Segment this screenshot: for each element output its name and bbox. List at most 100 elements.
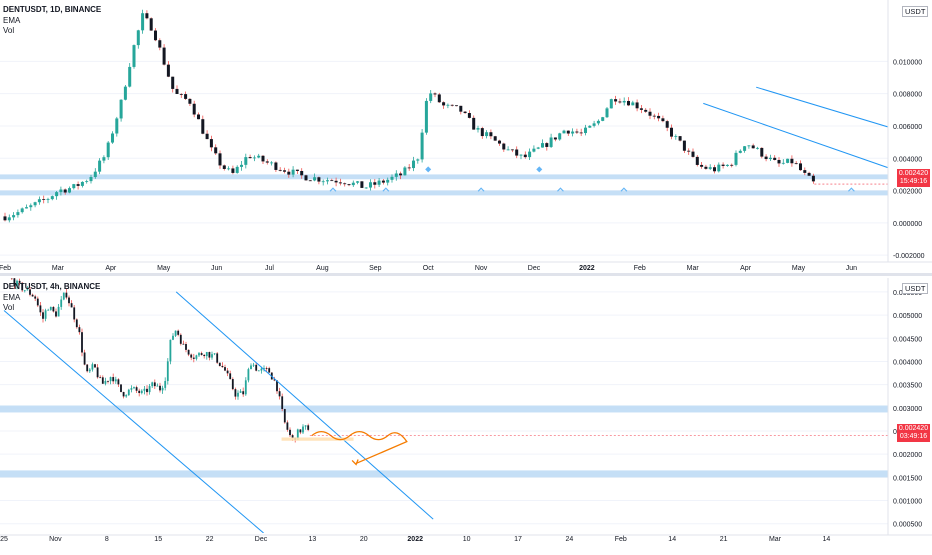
top-candle-body — [145, 13, 149, 19]
bottom-candle-body — [172, 335, 174, 340]
bottom-candle-body — [81, 332, 83, 353]
bottom-candle-body — [177, 330, 180, 335]
top-candle-body — [691, 151, 695, 157]
top-candle-body — [631, 102, 635, 106]
bottom-candle-body — [65, 292, 68, 298]
top-candle-body — [356, 181, 360, 183]
top-x-tick-label: Mar — [52, 265, 65, 272]
top-candle-body — [523, 154, 527, 158]
bottom-candle-body — [247, 369, 250, 381]
top-candle-body — [257, 155, 261, 158]
top-y-tick-label: 0.000000 — [893, 221, 922, 228]
top-candle-body — [712, 167, 717, 172]
bottom-vol-label[interactable]: Vol — [3, 303, 15, 312]
top-x-tick-label: Sep — [369, 265, 382, 272]
top-candle-body — [773, 157, 777, 160]
top-support-marker — [620, 187, 628, 192]
bottom-candle-body — [143, 388, 146, 391]
top-candle-body — [119, 99, 123, 119]
top-candle-body — [540, 143, 545, 148]
top-currency-badge[interactable]: USDT — [902, 6, 929, 17]
top-candle-body — [626, 100, 631, 106]
bottom-candle-body — [226, 370, 229, 374]
bottom-y-tick-label: 0.001000 — [893, 499, 922, 506]
top-candle-body — [338, 182, 342, 184]
bottom-currency-badge[interactable]: USDT — [902, 283, 929, 294]
top-candle-body — [790, 158, 794, 164]
top-candle-body — [304, 175, 308, 181]
bottom-trendline — [175, 291, 434, 520]
bottom-projection-path — [311, 430, 408, 465]
top-candle-body — [115, 118, 119, 134]
top-candle-body — [128, 66, 132, 87]
top-candle-body — [153, 30, 158, 41]
top-candle-body — [24, 207, 29, 209]
top-y-tick-label: 0.002000 — [893, 189, 922, 196]
bottom-candle-body — [73, 307, 76, 320]
top-vol-label[interactable]: Vol — [3, 26, 15, 35]
bottom-candle-body — [83, 352, 86, 365]
top-candle-body — [80, 181, 84, 186]
bottom-x-tick-label: 14 — [668, 536, 676, 543]
bottom-candle-body — [257, 370, 260, 372]
bottom-candle-body — [244, 380, 247, 395]
bottom-candle-body — [44, 310, 47, 319]
top-candle-body — [368, 182, 373, 188]
bottom-ema-label[interactable]: EMA — [3, 293, 21, 302]
top-x-tick-label: Jun — [211, 265, 222, 272]
top-candle-body — [85, 181, 89, 182]
top-candle-body — [136, 30, 140, 46]
bottom-candle-body — [86, 364, 89, 372]
bottom-candle-body — [192, 357, 195, 359]
bottom-x-tick-label: Mar — [769, 536, 782, 543]
bottom-y-tick-label: 0.002000 — [893, 452, 922, 459]
bottom-candle-body — [62, 292, 65, 300]
bottom-candle-body — [42, 312, 44, 319]
top-support-zone — [0, 174, 888, 180]
top-candle-body — [639, 108, 643, 110]
bottom-candle-body — [239, 391, 242, 393]
top-candle-body — [558, 133, 562, 140]
bottom-candle-body — [114, 379, 117, 382]
top-candle-body — [158, 40, 162, 48]
bottom-candle-body — [255, 364, 258, 371]
top-candle-body — [106, 142, 110, 158]
bottom-x-tick-label: Nov — [49, 536, 62, 543]
top-candle-body — [93, 171, 97, 178]
top-y-tick-label: 0.008000 — [893, 92, 922, 99]
top-candle-body — [89, 177, 93, 182]
top-ema-label[interactable]: EMA — [3, 16, 21, 25]
top-x-tick-label: Mar — [687, 265, 700, 272]
top-candle-body — [592, 123, 596, 126]
top-candle-body — [528, 151, 532, 158]
top-candle-body — [786, 158, 790, 163]
top-candle-body — [132, 45, 136, 67]
top-candle-body — [196, 114, 201, 120]
bottom-candle-body — [107, 380, 109, 382]
bottom-candle-body — [146, 388, 148, 393]
top-candle-body — [489, 132, 493, 137]
top-candle-body — [614, 99, 618, 102]
bottom-candle-body — [182, 343, 185, 345]
top-candle-body — [334, 180, 338, 183]
bottom-x-tick-label: 2022 — [407, 536, 423, 543]
top-candle-body — [59, 189, 63, 193]
bottom-x-tick-label: 21 — [720, 536, 728, 543]
top-candle-body — [244, 157, 248, 165]
top-candle-body — [166, 64, 170, 77]
top-candle-body — [429, 93, 433, 101]
top-candle-body — [317, 177, 321, 182]
top-candle-body — [141, 13, 145, 31]
top-support-zone — [0, 190, 888, 196]
top-candle-body — [175, 88, 179, 94]
bottom-support-zone — [0, 405, 888, 413]
bottom-candle-body — [101, 377, 104, 384]
bottom-candle-body — [153, 382, 156, 387]
top-candle-body — [37, 199, 41, 203]
bottom-trendline — [3, 310, 264, 533]
bottom-candle-body — [75, 319, 78, 328]
bottom-symbol-title: DENTUSDT, 4h, BINANCE — [3, 282, 101, 291]
top-candle-body — [678, 136, 682, 141]
